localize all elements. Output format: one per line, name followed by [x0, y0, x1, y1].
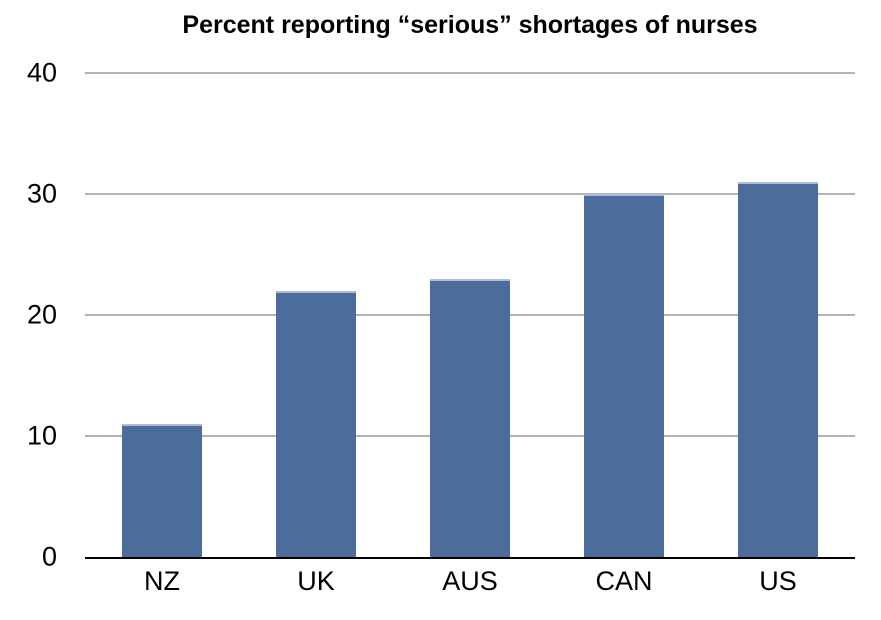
bar-AUS — [430, 278, 510, 557]
bar-NZ — [122, 423, 202, 557]
y-tick-label-40: 40 — [26, 57, 57, 88]
gridline-30 — [85, 193, 855, 195]
x-axis: NZ UK AUS CAN US — [85, 566, 855, 606]
chart-title: Percent reporting “serious” shortages of… — [182, 11, 758, 39]
bar-US — [738, 181, 818, 557]
y-tick-label-0: 0 — [41, 541, 57, 572]
x-category-label-CAN: CAN — [595, 566, 653, 596]
gridline-40 — [85, 72, 855, 74]
y-tick-label-10: 10 — [26, 420, 57, 451]
bar-UK — [276, 290, 356, 557]
x-category-label-US: US — [759, 566, 797, 596]
bar-CAN — [584, 194, 664, 557]
x-category-label-NZ: NZ — [144, 566, 180, 596]
x-category-label-UK: UK — [297, 566, 335, 596]
y-axis: 0 10 20 30 40 — [0, 58, 57, 572]
x-category-label-AUS: AUS — [442, 566, 498, 596]
plot-area — [85, 72, 855, 559]
y-tick-label-30: 30 — [26, 178, 57, 209]
y-tick-label-20: 20 — [26, 299, 57, 330]
